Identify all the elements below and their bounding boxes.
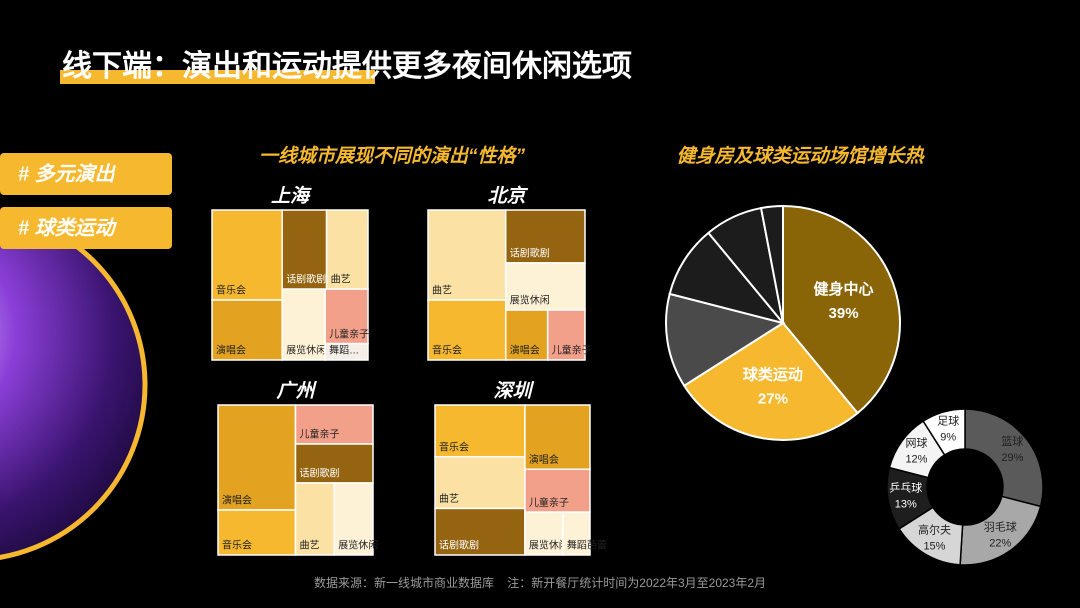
treemap-cell xyxy=(294,482,335,556)
cell-label: 曲艺 xyxy=(439,493,459,505)
donut-slice xyxy=(964,408,1044,508)
tag: # 多元演出 xyxy=(18,162,117,185)
cell-label: 演唱会 xyxy=(529,453,559,466)
donut-label: 羽毛球 xyxy=(984,519,1017,533)
slice-label: 健身中心 xyxy=(814,280,874,298)
treemap-cell xyxy=(434,404,526,458)
cell-label: 音乐会 xyxy=(432,344,462,357)
cell-label: 演唱会 xyxy=(216,344,246,357)
donut-value: 12% xyxy=(905,454,927,466)
treemap-cell xyxy=(434,455,526,510)
donut-value: 9% xyxy=(940,431,956,443)
donut-label: 足球 xyxy=(937,413,959,427)
cell-label: 曲艺 xyxy=(432,285,452,297)
treemap-title: 上海 xyxy=(271,185,312,207)
pie-slice xyxy=(759,204,784,324)
cell-label: 舞蹈… xyxy=(329,345,359,357)
cell-label: 音乐会 xyxy=(222,539,252,552)
donut-value: 29% xyxy=(1001,452,1023,464)
treemap-cell xyxy=(427,209,507,301)
cell-label: 音乐会 xyxy=(216,284,246,297)
section-heading: 健身房及球类运动场馆增长热 xyxy=(676,145,925,167)
tag: # 球类运动 xyxy=(18,216,118,239)
title-highlight xyxy=(60,70,375,84)
section-heading: 一线城市展现不同的演出“性格” xyxy=(259,145,526,167)
treemap-cell xyxy=(211,299,283,361)
treemap-title: 深圳 xyxy=(493,380,534,402)
treemap-cell xyxy=(434,507,526,556)
treemap-title: 北京 xyxy=(487,185,528,207)
treemap-cell xyxy=(294,404,374,445)
treemap-cell xyxy=(524,404,591,471)
treemap-cell xyxy=(546,309,586,361)
cell-label: 舞蹈芭蕾 xyxy=(567,539,607,552)
donut-value: 13% xyxy=(895,498,917,510)
cell-label: 儿童亲子 xyxy=(552,344,592,357)
treemap-cell xyxy=(324,342,369,361)
donut-label: 篮球 xyxy=(1001,434,1023,448)
treemap-cell xyxy=(325,209,369,290)
donut-label: 乒乓球 xyxy=(889,480,922,494)
treemap-cell xyxy=(294,443,374,484)
slice-value: 39% xyxy=(829,305,859,322)
cell-label: 曲艺 xyxy=(331,274,351,286)
treemap-title: 广州 xyxy=(275,380,317,402)
donut-label: 高尔夫 xyxy=(918,523,951,537)
slice-value: 27% xyxy=(758,391,788,408)
donut-value: 15% xyxy=(923,541,945,553)
treemap-cell xyxy=(217,509,297,556)
treemap-cell xyxy=(504,209,586,264)
cell-label: 展览休闲 xyxy=(286,344,326,357)
slide-title: 线下端：演出和运动提供更多夜间休闲选项 xyxy=(62,49,632,83)
pie-slice xyxy=(782,204,901,415)
cell-label: 话剧歌剧 xyxy=(300,467,340,480)
pie-slice xyxy=(682,321,859,441)
tag-box xyxy=(0,153,172,195)
pie-slice xyxy=(668,231,786,325)
cell-label: 演唱会 xyxy=(222,494,252,507)
donut-slice xyxy=(922,408,966,456)
cell-label: 儿童亲子 xyxy=(300,428,340,441)
donut-label: 网球 xyxy=(905,436,927,450)
donut-value: 22% xyxy=(989,537,1011,549)
cell-label: 话剧歌剧 xyxy=(510,247,550,260)
tag-box xyxy=(0,207,172,249)
treemap-cell xyxy=(562,511,591,556)
cell-label: 演唱会 xyxy=(510,344,540,357)
cell-label: 展览休闲 xyxy=(529,539,569,552)
cell-label: 儿童亲子 xyxy=(329,327,369,340)
treemap-cell xyxy=(281,288,326,361)
cell-label: 音乐会 xyxy=(439,440,469,453)
cell-label: 话剧歌剧 xyxy=(439,539,479,552)
cell-label: 儿童亲子 xyxy=(529,496,569,509)
slice-label: 球类运动 xyxy=(743,366,803,384)
cell-label: 展览休闲 xyxy=(338,539,378,552)
pie-slice xyxy=(665,292,786,388)
cell-label: 展览休闲 xyxy=(510,294,550,307)
treemap-cell xyxy=(324,288,369,345)
treemap-cell xyxy=(333,482,374,556)
treemap-cell xyxy=(217,404,297,511)
concert-photo xyxy=(0,210,148,560)
cell-label: 曲艺 xyxy=(300,540,320,552)
source-note: 数据来源：新一线城市商业数据库 注：新开餐厅统计时间为2022年3月至2023年… xyxy=(314,575,766,590)
treemap-cell xyxy=(504,309,549,361)
cell-label: 话剧歌剧 xyxy=(286,273,326,286)
